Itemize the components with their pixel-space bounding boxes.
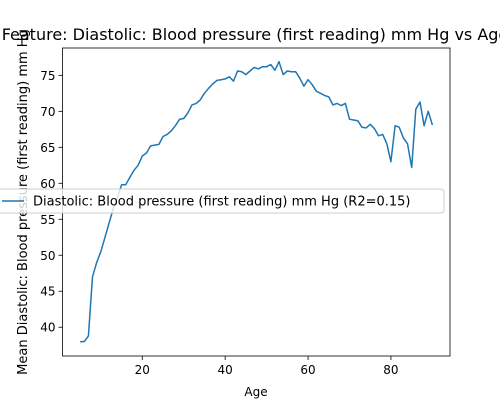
x-tick-label: 20: [135, 363, 150, 377]
x-tick-label: 60: [300, 363, 315, 377]
legend-box: [0, 188, 445, 214]
x-tick-label: 40: [218, 363, 233, 377]
series-line: [80, 60, 434, 343]
legend: Diastolic: Blood pressure (first reading…: [0, 188, 445, 214]
y-tick-label: 55: [40, 213, 55, 227]
y-tick-label: 75: [40, 69, 55, 83]
y-tick-label: 45: [40, 285, 55, 299]
y-tick-label: 60: [40, 177, 55, 191]
y-tick-label: 40: [40, 321, 55, 335]
x-axis-label: Age: [244, 385, 267, 399]
y-tick-label: 70: [40, 105, 55, 119]
x-tick-label: 80: [383, 363, 398, 377]
chart-title: Feature: Diastolic: Blood pressure (firs…: [2, 25, 500, 44]
y-tick-label: 50: [40, 249, 55, 263]
y-axis-ticks: 40 45 50 55 60 65 70 75: [40, 69, 63, 335]
y-tick-label: 65: [40, 141, 55, 155]
legend-label: Diastolic: Blood pressure (first reading…: [33, 195, 411, 210]
x-axis-ticks: 20 40 60 80: [135, 356, 399, 377]
